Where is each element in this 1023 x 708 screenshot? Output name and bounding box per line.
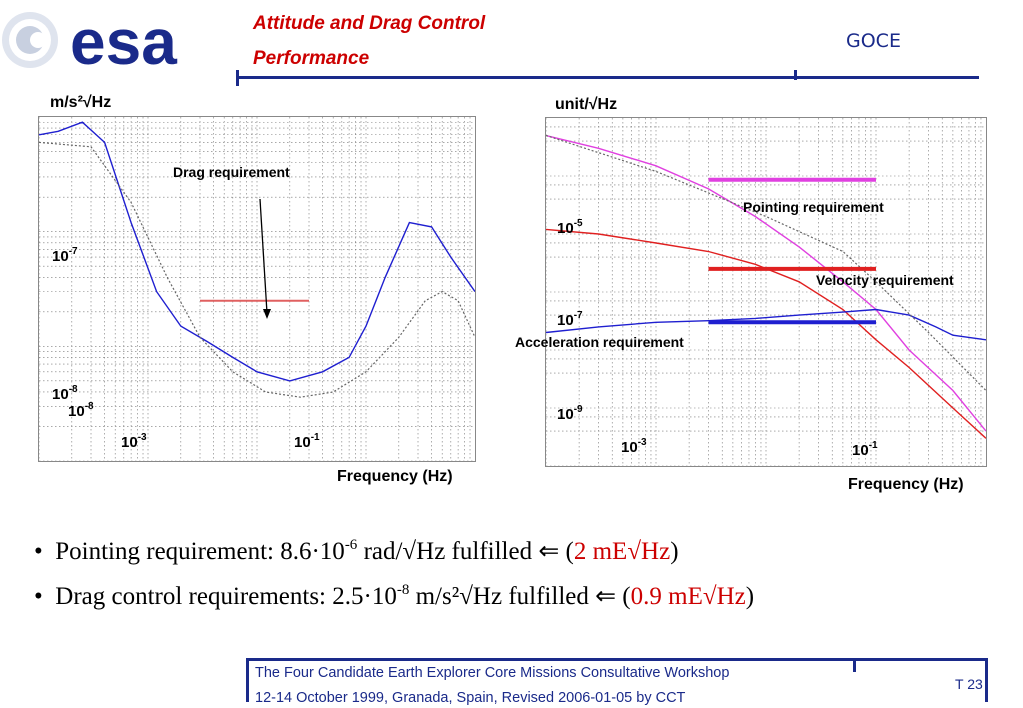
right-ytick-2: 10-7 xyxy=(557,310,583,329)
footer-rule-tick-right xyxy=(985,658,988,702)
series-line-1 xyxy=(546,228,986,439)
drag-requirement-arrowhead xyxy=(263,309,271,319)
bullet-dot: • xyxy=(34,538,43,565)
bullet-drag: • Drag control requirements: 2.5·10-8 m/… xyxy=(34,582,755,610)
right-ytick-3: 10-9 xyxy=(557,404,583,423)
footer-line-2: 12-14 October 1999, Granada, Spain, Revi… xyxy=(255,690,686,706)
left-xtick-2: 10-1 xyxy=(294,432,320,451)
series-line-0 xyxy=(546,134,986,432)
left-chart xyxy=(38,116,476,462)
footer-line-1: The Four Candidate Earth Explorer Core M… xyxy=(255,665,730,681)
esa-logo: esa xyxy=(2,6,177,76)
acceleration-requirement-label: Acceleration requirement xyxy=(515,334,684,350)
left-xtick-1: 10-3 xyxy=(121,432,147,451)
left-ytick-1: 10-7 xyxy=(52,246,78,265)
footer-rule xyxy=(246,658,988,661)
slide-title: Attitude and Drag Control xyxy=(253,13,486,34)
right-ytick-1: 10-5 xyxy=(557,218,583,237)
header-rule-tick-right xyxy=(794,70,797,80)
right-chart-xlabel: Frequency (Hz) xyxy=(848,476,964,493)
mission-name: GOCE xyxy=(846,30,901,52)
grid xyxy=(39,117,475,461)
left-chart-xlabel: Frequency (Hz) xyxy=(337,468,453,485)
drag-requirement-arrow xyxy=(259,198,268,314)
header-rule-tick-left xyxy=(236,70,239,86)
header-rule xyxy=(236,76,979,79)
page-number: T 23 xyxy=(955,676,983,692)
right-xtick-2: 10-1 xyxy=(852,440,878,459)
footer-rule-tick-left xyxy=(246,658,249,702)
model-curve-3 xyxy=(546,134,986,391)
series-line-0 xyxy=(39,121,475,382)
velocity-requirement-label: Velocity requirement xyxy=(816,272,954,288)
bullet-pointing: • Pointing requirement: 8.6·10-6 rad/√Hz… xyxy=(34,537,679,565)
footer-rule-tick-mid xyxy=(853,658,856,672)
esa-globe-icon xyxy=(2,12,58,68)
bullet-dot: • xyxy=(34,583,43,610)
pointing-requirement-label: Pointing requirement xyxy=(743,199,884,215)
slide-subtitle: Performance xyxy=(253,48,370,69)
right-chart xyxy=(545,117,987,467)
grid xyxy=(546,118,986,466)
series-line-2 xyxy=(546,308,986,341)
logo-text: esa xyxy=(70,6,177,76)
right-chart-ylabel: unit/√Hz xyxy=(555,96,618,113)
left-ytick-3: 10-8 xyxy=(68,401,94,420)
left-chart-ylabel: m/s²√Hz xyxy=(50,94,112,111)
left-ytick-2: 10-8 xyxy=(52,384,78,403)
drag-requirement-label: Drag requirement xyxy=(173,164,290,180)
model-curve-1 xyxy=(39,141,475,398)
right-xtick-1: 10-3 xyxy=(621,437,647,456)
